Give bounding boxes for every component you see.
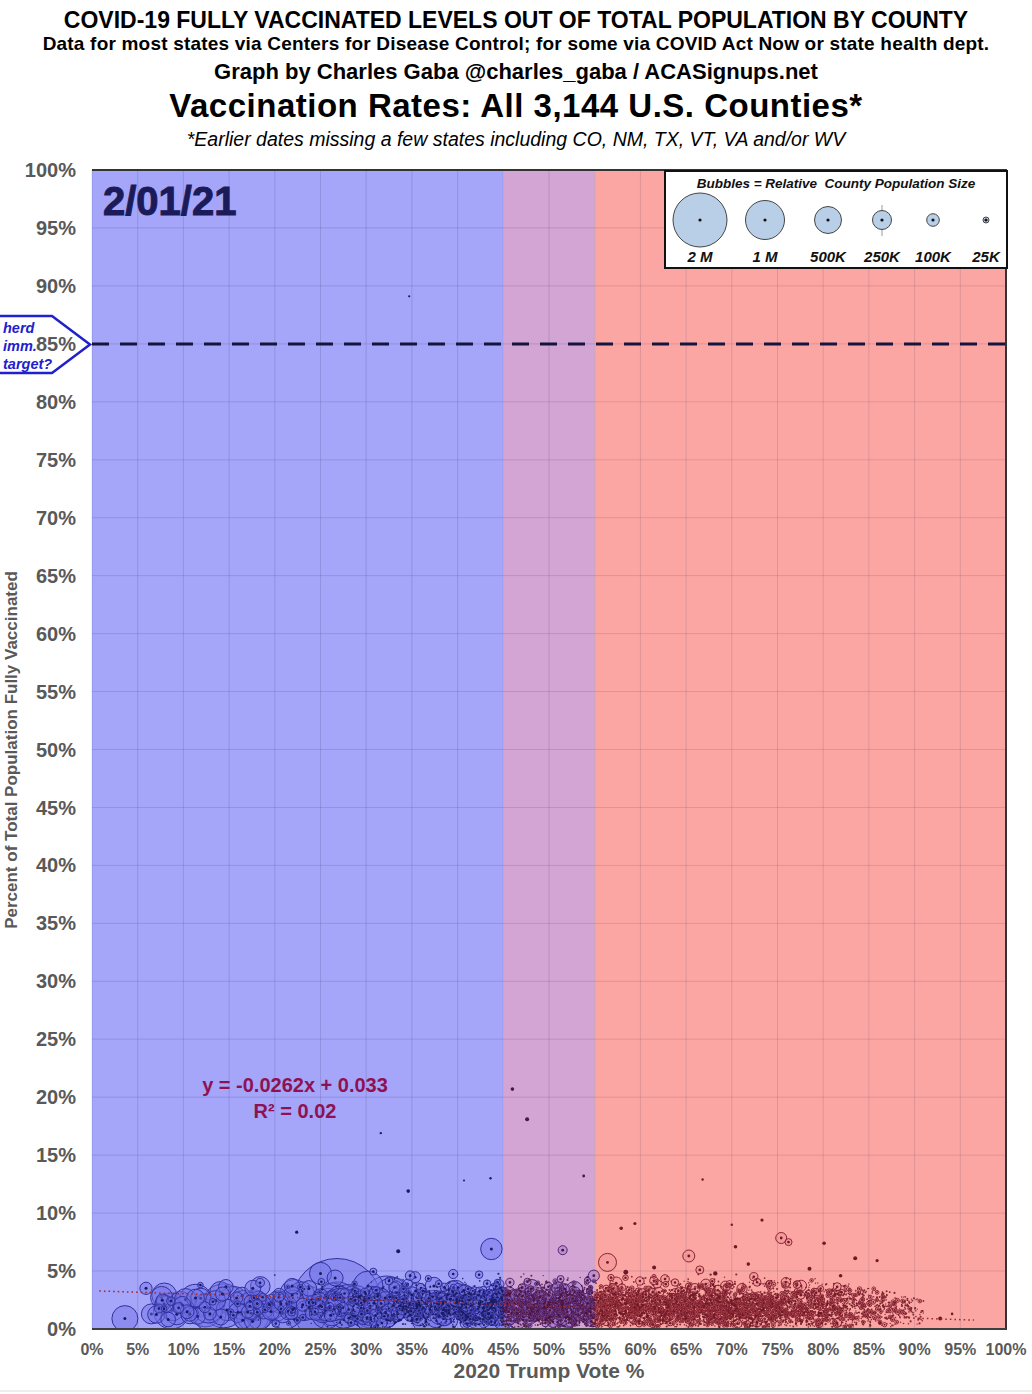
- svg-text:y = -0.0262x + 0.033: y = -0.0262x + 0.033: [202, 1074, 388, 1096]
- svg-text:50%: 50%: [36, 739, 76, 761]
- svg-text:Bubbles = Relative County Pop: Bubbles = Relative County Population Siz…: [697, 176, 976, 191]
- svg-text:2020 Trump Vote %: 2020 Trump Vote %: [453, 1359, 644, 1382]
- svg-text:imm.: imm.: [3, 338, 37, 354]
- svg-text:100%: 100%: [25, 159, 76, 181]
- svg-text:Percent of Total Population Fu: Percent of Total Population Fully Vaccin…: [2, 571, 21, 929]
- svg-text:30%: 30%: [36, 970, 76, 992]
- svg-text:250K: 250K: [863, 248, 901, 265]
- svg-text:25%: 25%: [36, 1028, 76, 1050]
- svg-text:25K: 25K: [971, 248, 1001, 265]
- svg-text:90%: 90%: [899, 1341, 931, 1358]
- svg-text:25%: 25%: [304, 1341, 336, 1358]
- svg-text:65%: 65%: [36, 565, 76, 587]
- svg-text:R² = 0.02: R² = 0.02: [254, 1100, 337, 1122]
- svg-text:500K: 500K: [810, 248, 847, 265]
- svg-text:40%: 40%: [36, 854, 76, 876]
- svg-text:0%: 0%: [47, 1318, 76, 1340]
- svg-text:5%: 5%: [126, 1341, 149, 1358]
- svg-text:80%: 80%: [807, 1341, 839, 1358]
- svg-text:1 M: 1 M: [752, 248, 778, 265]
- svg-text:2/01/21: 2/01/21: [103, 179, 236, 223]
- svg-text:45%: 45%: [487, 1341, 519, 1358]
- svg-text:85%: 85%: [853, 1341, 885, 1358]
- svg-text:55%: 55%: [36, 681, 76, 703]
- svg-text:35%: 35%: [36, 912, 76, 934]
- svg-text:70%: 70%: [36, 507, 76, 529]
- svg-text:15%: 15%: [213, 1341, 245, 1358]
- svg-text:80%: 80%: [36, 391, 76, 413]
- svg-text:20%: 20%: [36, 1086, 76, 1108]
- svg-text:0%: 0%: [80, 1341, 103, 1358]
- svg-text:5%: 5%: [47, 1260, 76, 1282]
- svg-text:100%: 100%: [986, 1341, 1027, 1358]
- svg-text:50%: 50%: [533, 1341, 565, 1358]
- svg-text:30%: 30%: [350, 1341, 382, 1358]
- svg-text:75%: 75%: [761, 1341, 793, 1358]
- svg-text:100K: 100K: [915, 248, 952, 265]
- svg-text:95%: 95%: [944, 1341, 976, 1358]
- svg-text:10%: 10%: [167, 1341, 199, 1358]
- svg-text:target?: target?: [3, 356, 52, 372]
- svg-text:45%: 45%: [36, 797, 76, 819]
- svg-text:90%: 90%: [36, 275, 76, 297]
- svg-text:75%: 75%: [36, 449, 76, 471]
- svg-text:35%: 35%: [396, 1341, 428, 1358]
- svg-text:herd: herd: [3, 320, 36, 336]
- svg-text:70%: 70%: [716, 1341, 748, 1358]
- svg-text:55%: 55%: [579, 1341, 611, 1358]
- svg-text:85%: 85%: [36, 333, 76, 355]
- svg-text:40%: 40%: [442, 1341, 474, 1358]
- svg-text:95%: 95%: [36, 217, 76, 239]
- svg-text:60%: 60%: [36, 623, 76, 645]
- svg-text:60%: 60%: [624, 1341, 656, 1358]
- svg-text:15%: 15%: [36, 1144, 76, 1166]
- svg-text:2 M: 2 M: [686, 248, 713, 265]
- svg-text:20%: 20%: [259, 1341, 291, 1358]
- svg-text:65%: 65%: [670, 1341, 702, 1358]
- svg-text:10%: 10%: [36, 1202, 76, 1224]
